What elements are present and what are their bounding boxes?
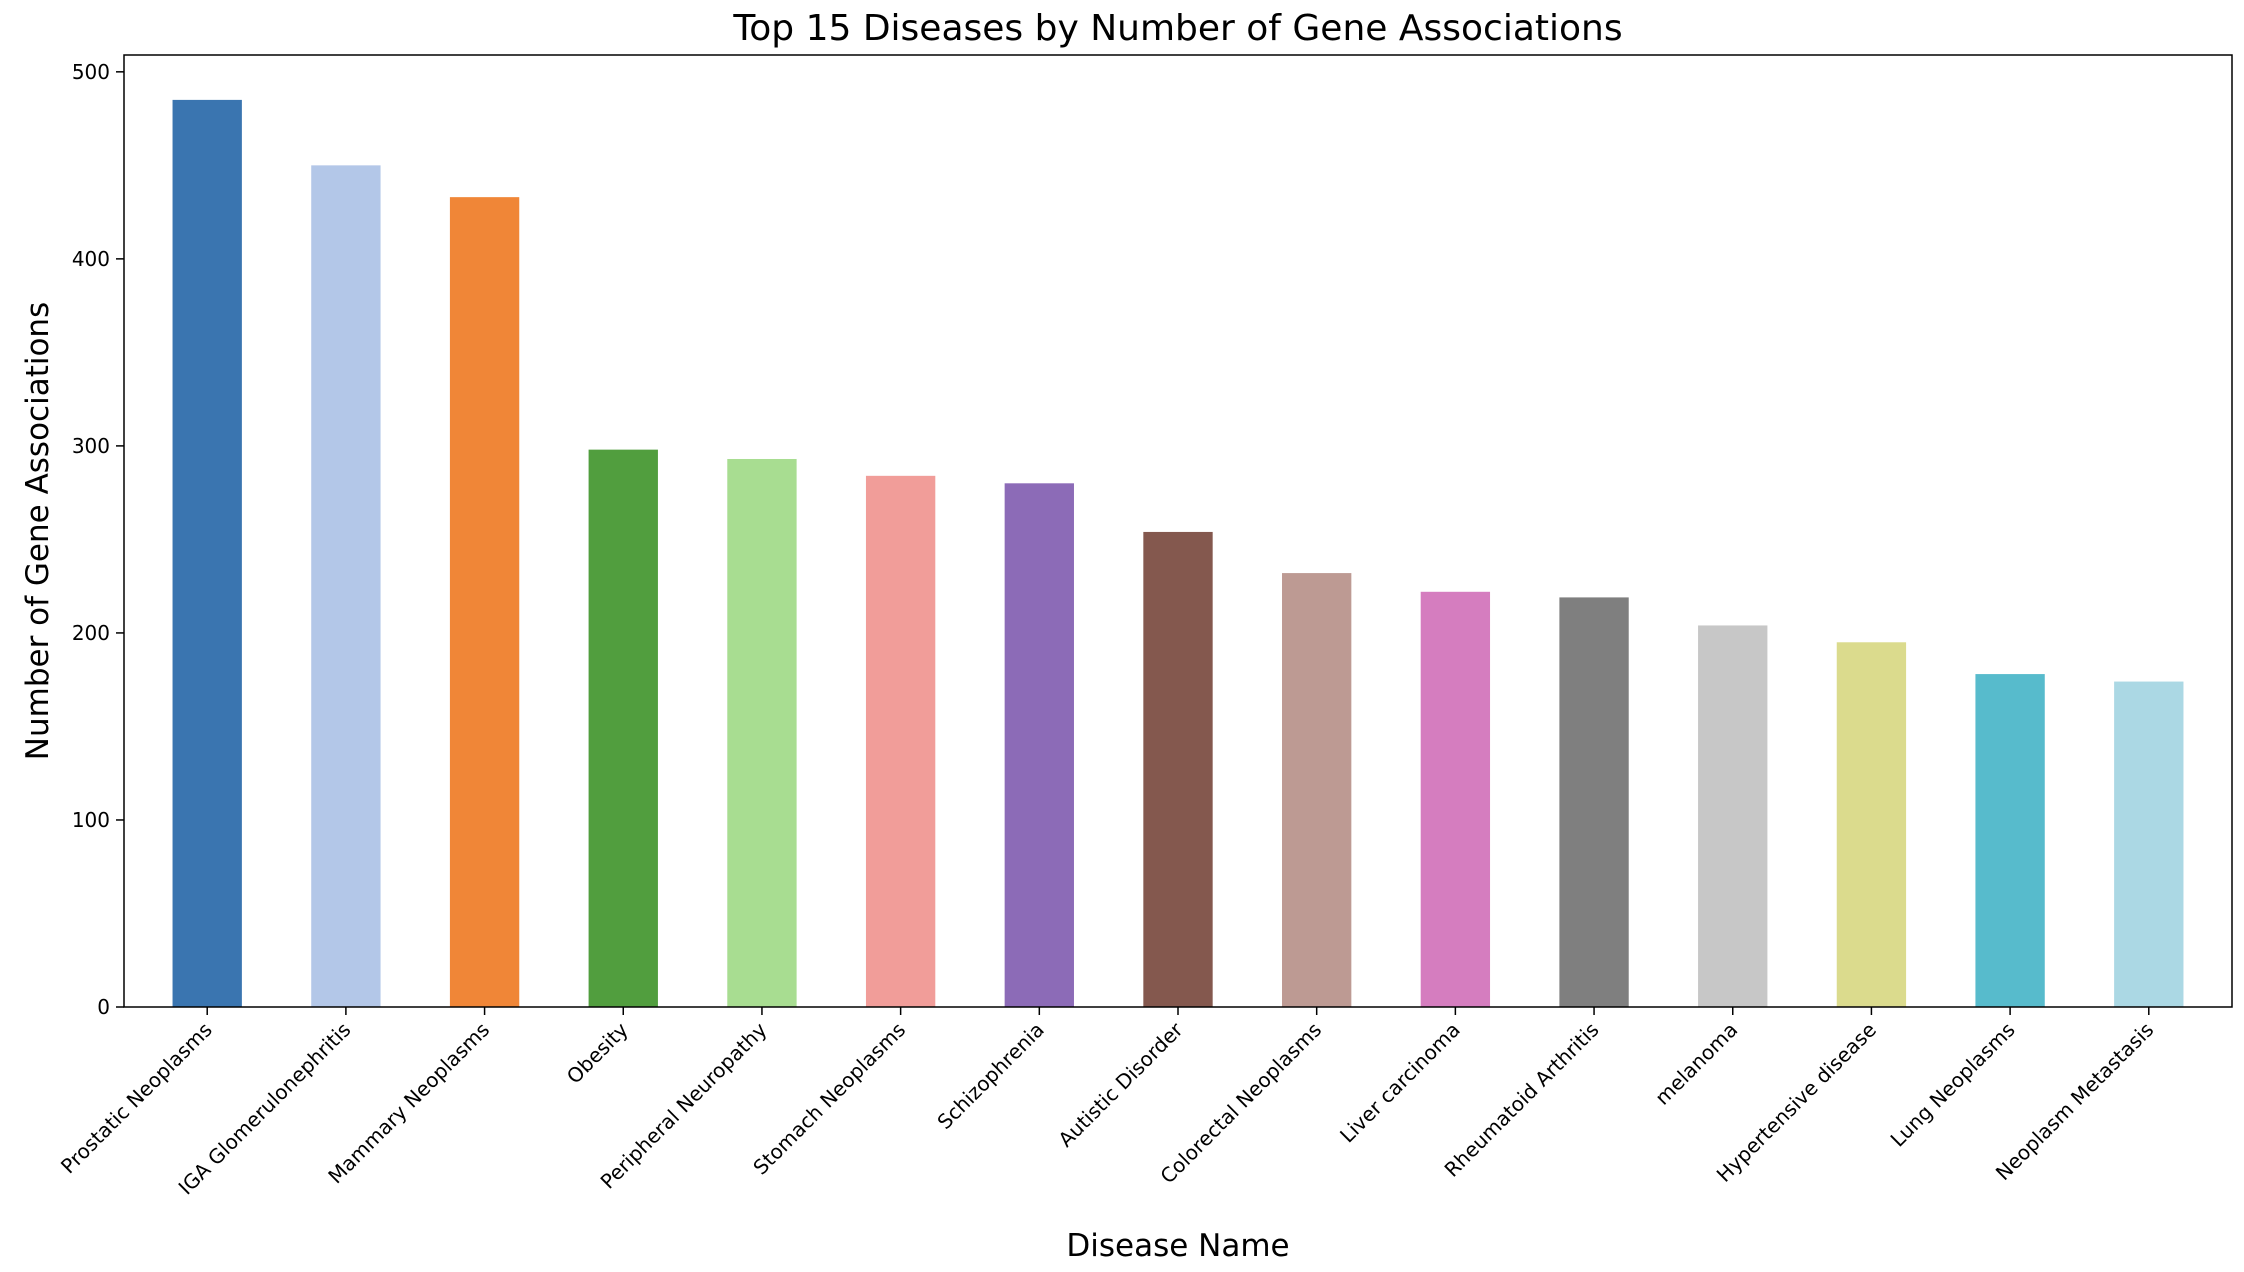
bar [449,197,520,1007]
x-tick-label: Prostatic Neoplasms [56,1018,217,1179]
bar [865,475,936,1008]
x-tick-label: Hypertensive disease [1712,1018,1881,1187]
chart-title: Top 15 Diseases by Number of Gene Associ… [732,8,1622,49]
y-axis: 0 100 200 300 400 500 [72,60,124,1019]
bar [1004,483,1074,1007]
y-tick-label: 400 [72,247,110,271]
bars-group [172,99,2184,1008]
x-axis-title: Disease Name [1066,1228,1289,1264]
x-tick-label: Colorectal Neoplasms [1156,1018,1327,1189]
bar [1698,625,1768,1007]
x-tick-label: Lung Neoplasms [1886,1018,2020,1152]
bar [1420,591,1491,1007]
bar [727,458,797,1007]
bar [1836,642,1907,1007]
x-tick-label: Mammary Neoplasms [323,1018,494,1189]
y-tick-label: 500 [72,60,110,84]
y-tick-label: 300 [72,434,110,458]
y-tick-label: 200 [72,621,110,645]
x-tick-label: Autistic Disorder [1053,1017,1188,1152]
bar [1559,597,1629,1007]
x-tick-label: Schizophrenia [932,1018,1048,1134]
x-tick-label: melanoma [1650,1018,1742,1110]
bar [311,165,381,1008]
y-tick-label: 0 [97,995,110,1019]
y-tick-label: 100 [72,808,110,832]
x-tick-label: Neoplasm Metastasis [1991,1018,2158,1185]
x-tick-label: Liver carcinoma [1335,1018,1465,1148]
y-axis-title: Number of Gene Associations [20,302,56,760]
bar [172,99,242,1007]
plot-frame [123,54,2233,1008]
bar [1143,531,1213,1007]
bar [1282,573,1352,1007]
x-tick-label: Rheumatoid Arthritis [1440,1018,1604,1182]
x-tick-label: Obesity [562,1017,633,1088]
bar [588,449,658,1007]
bar [2114,681,2184,1007]
bar [1975,674,2045,1007]
x-tick-label: Stomach Neoplasms [748,1018,910,1180]
